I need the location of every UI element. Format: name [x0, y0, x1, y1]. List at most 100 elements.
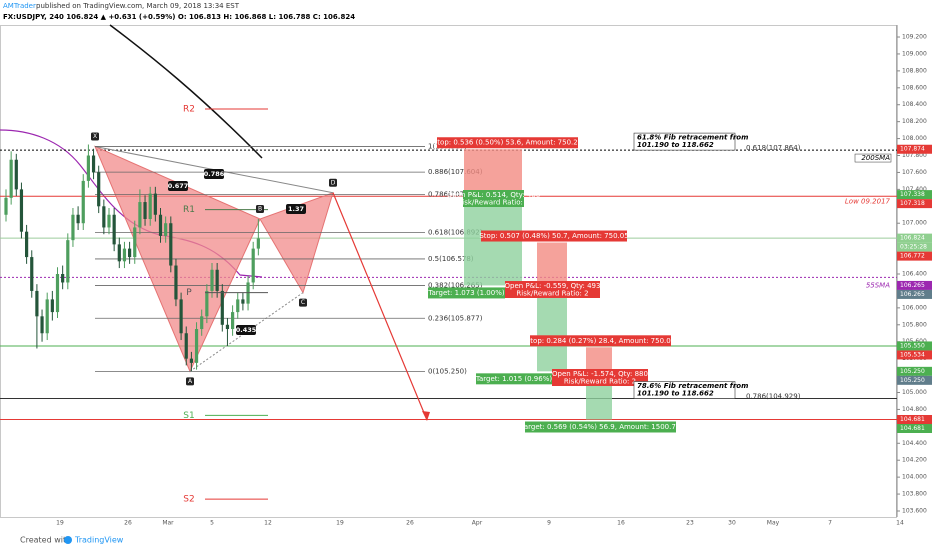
candle-body: [55, 274, 60, 313]
pnl-label-box: [463, 190, 524, 207]
candle-body: [251, 248, 255, 283]
pivot-label: P: [186, 288, 192, 298]
candle-body: [231, 312, 235, 330]
candle-body: [97, 172, 101, 207]
candle-body: [158, 214, 163, 236]
candle-body: [256, 238, 260, 249]
stop-zone: [537, 242, 567, 286]
candle-body: [14, 159, 18, 190]
target-zone: [537, 285, 567, 372]
x-tick-label: 19: [56, 520, 64, 527]
y-tick-label: 108.400: [902, 101, 927, 108]
stop-label: Stop: 0.536 (0.50%) 53.6, Amount: 750.22: [433, 139, 582, 147]
ratio-label: 1.37: [288, 205, 304, 213]
note-line2: 101.190 to 118.662: [637, 390, 714, 398]
point-box: [299, 298, 307, 307]
candle-body: [205, 290, 209, 317]
y-tick-label: 106.400: [902, 271, 927, 278]
candle-body: [117, 244, 121, 262]
x-tick-label: 5: [210, 520, 214, 527]
x-tick-label: 26: [406, 520, 414, 527]
fib-label: 0.786(107.338): [428, 191, 483, 199]
note-level: 0.618(107.864): [746, 144, 801, 152]
price-marker: [897, 350, 932, 360]
x-tick-label: Mar: [162, 520, 174, 527]
price-marker-label: 106.265: [900, 282, 925, 289]
ratio-box: [168, 181, 188, 191]
fib-label: 0.886(107.604): [428, 168, 483, 176]
price-marker-label: 105.550: [900, 342, 925, 349]
ratio-box: [204, 169, 224, 179]
target-label-box: [476, 373, 552, 385]
x-tick-label: 14: [896, 520, 904, 527]
point-box: [256, 204, 264, 213]
y-tick-label: 104.200: [902, 457, 927, 464]
candle-body: [169, 223, 173, 266]
price-marker-label: 106.265: [900, 291, 925, 298]
candle-body: [45, 299, 49, 334]
y-tick-label: 108.800: [902, 67, 927, 74]
x-tick-label: 16: [617, 520, 625, 527]
price-marker-label: 105.534: [900, 351, 925, 358]
price-marker: [897, 199, 932, 209]
x-tick-label: 9: [547, 520, 551, 527]
candle-body: [112, 214, 116, 245]
price-marker: [897, 366, 932, 376]
stop-zone: [464, 149, 522, 195]
author[interactable]: AMTrader: [3, 2, 36, 10]
published: published on TradingView.com, March 09, …: [36, 2, 240, 10]
rr-label: Risk/Reward Ratio: 2: [457, 199, 529, 207]
countdown-label: 03:25:28: [900, 244, 927, 251]
candle-body: [35, 290, 39, 317]
target-label: Target: 1.073 (1.00%): [427, 289, 504, 297]
pnl-label: Open P&L: -0.559, Qty: 493: [505, 282, 601, 290]
pnl-label: Open P&L: -1.574, Qty: 880: [552, 370, 648, 378]
pivot-label: S2: [183, 495, 194, 505]
target-label-box: [525, 421, 676, 433]
target-label: Target: 1.015 (0.96%): [475, 375, 552, 383]
fib-label: 0.382(106.265): [428, 281, 483, 289]
point-box: [186, 377, 194, 386]
y-tick-label: 103.600: [902, 507, 927, 514]
candle-body: [220, 290, 224, 325]
y-tick-label: 104.400: [902, 440, 927, 447]
candle-body: [189, 358, 193, 363]
ratio-box: [236, 325, 256, 335]
candle-body: [61, 274, 65, 283]
sma200-curve: [109, 24, 263, 159]
price-marker: [897, 251, 932, 261]
note-level: 0.786(104.929): [746, 393, 801, 401]
candle-body: [174, 265, 178, 300]
note-line2: 101.190 to 118.662: [637, 141, 714, 149]
fib-label: 0(105.250): [428, 367, 467, 375]
candle-body: [50, 299, 54, 313]
footer-brand[interactable]: TradingView: [74, 536, 124, 545]
pivot-label: S1: [183, 411, 194, 421]
y-tick-label: 107.000: [902, 220, 927, 227]
x-tick-label: 26: [124, 520, 132, 527]
x-tick-label: 7: [828, 520, 832, 527]
footer-logo: [64, 536, 72, 544]
point-label: B: [258, 205, 262, 212]
candle-body: [179, 299, 183, 334]
candle-body: [81, 180, 85, 224]
stop-label-box: [530, 335, 671, 347]
price-marker-label: 107.318: [900, 200, 925, 207]
y-tick-label: 107.800: [902, 152, 927, 159]
note-box: [633, 132, 736, 151]
x-tick-label: 23: [686, 520, 694, 527]
note-line1: 78.6% Fib retracement from: [637, 382, 748, 390]
fib-label: 0.5(106.578): [428, 255, 474, 263]
line-label: 200SMA: [861, 154, 890, 162]
price-marker: [897, 144, 932, 154]
pnl-label-box: [552, 369, 648, 386]
price-marker-label: 106.772: [900, 253, 925, 260]
candle-body: [236, 299, 240, 313]
stop-label-box: [437, 137, 578, 149]
note-line1: 61.8% Fib retracement from: [637, 134, 748, 142]
price-marker-label: 107.338: [900, 191, 925, 198]
ratio-label: 0.786: [204, 170, 225, 178]
y-tick-label: 105.000: [902, 389, 927, 396]
